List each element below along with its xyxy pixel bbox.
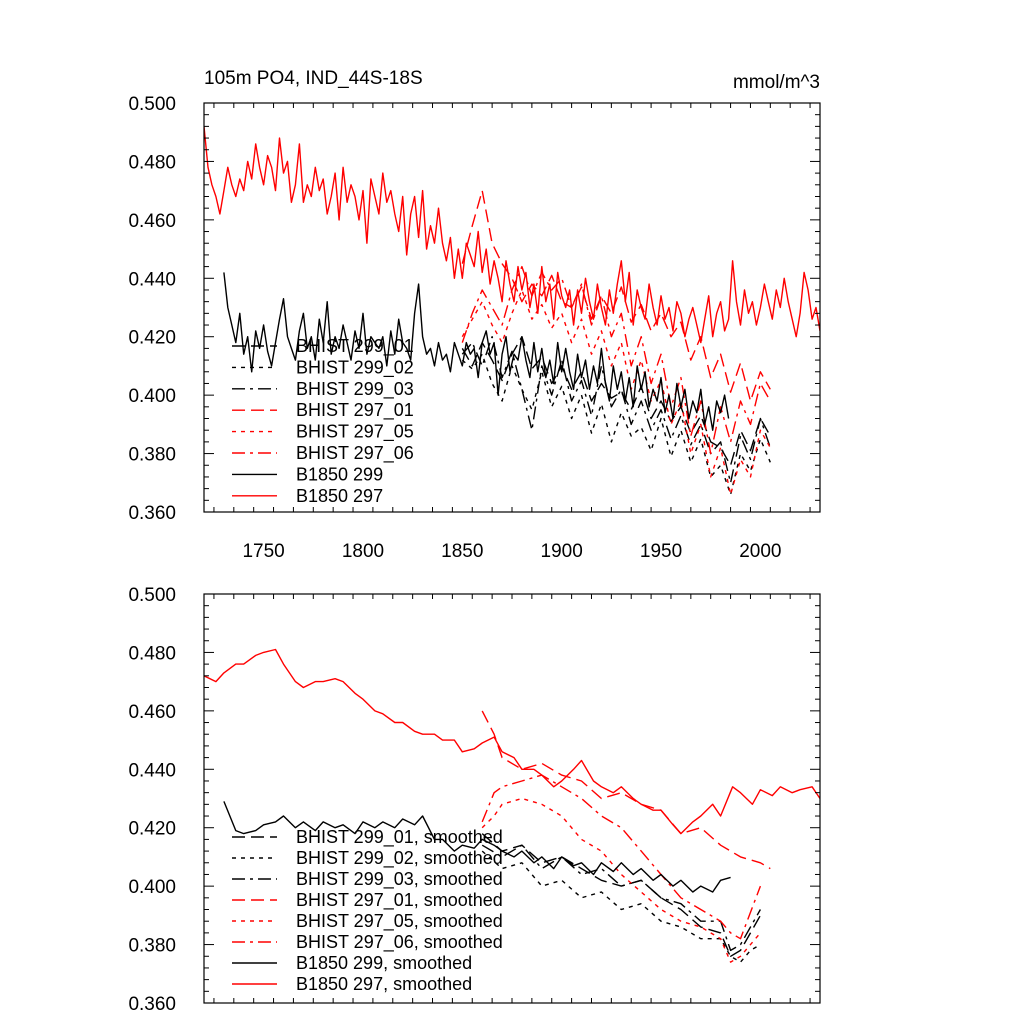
series-line-0: [461, 336, 771, 466]
y-tick-label: 0.420: [128, 819, 176, 840]
legend-label-0: BHIST 299_01, smoothed: [296, 827, 503, 848]
legend-label-1: BHIST 299_02: [296, 357, 414, 378]
series-line-5: [481, 774, 762, 940]
y-tick-label: 0.460: [128, 702, 176, 723]
y-tick-label: 0.500: [128, 94, 176, 115]
legend-label-6: B1850 299: [296, 464, 383, 484]
series-line-4: [461, 289, 771, 496]
y-tick-label: 0.380: [128, 445, 176, 466]
x-tick-label: 1800: [342, 541, 384, 562]
series-line-1: [481, 850, 761, 963]
legend-label-7: B1850 297: [296, 486, 383, 506]
y-tick-label: 0.360: [128, 503, 176, 524]
chart-units: mmol/m^3: [733, 72, 820, 93]
legend-label-4: BHIST 297_05, smoothed: [296, 911, 503, 932]
legend-label-5: BHIST 297_06, smoothed: [296, 932, 503, 953]
y-tick-label: 0.440: [128, 760, 176, 781]
x-tick-label: 1850: [441, 541, 483, 562]
legend-label-3: BHIST 297_01, smoothed: [296, 890, 503, 911]
legend-label-0: BHIST 299_01: [296, 336, 414, 357]
y-tick-label: 0.480: [128, 152, 176, 173]
y-tick-label: 0.400: [128, 877, 176, 898]
series-line-5: [461, 265, 771, 455]
legend-label-2: BHIST 299_03: [296, 379, 414, 400]
chart-title: 105m PO4, IND_44S-18S: [204, 68, 423, 89]
series-group: [204, 648, 820, 963]
series-line-4: [481, 797, 761, 963]
x-tick-label: 1900: [541, 541, 583, 562]
legend-label-5: BHIST 297_06: [296, 443, 414, 464]
series-line-7: [204, 126, 820, 344]
y-tick-label: 0.380: [128, 936, 176, 957]
y-tick-label: 0.360: [128, 994, 176, 1015]
legend-label-2: BHIST 299_03, smoothed: [296, 869, 503, 890]
legend-label-4: BHIST 297_05: [296, 422, 414, 443]
x-tick-label: 2000: [739, 541, 781, 562]
x-tick-label: 1950: [640, 541, 682, 562]
legend-label-6: B1850 299, smoothed: [296, 953, 472, 973]
legend-label-3: BHIST 297_01: [296, 400, 414, 421]
legend-label-1: BHIST 299_02, smoothed: [296, 848, 503, 869]
legend-label-7: B1850 297, smoothed: [296, 974, 472, 994]
series-line-2: [481, 844, 762, 952]
series-line-6: [223, 801, 731, 893]
bottom-panel: 0.360 0.380 0.400 0.420 0.440 0.460 0.480 0.500…: [128, 585, 821, 1015]
series-line-3: [481, 710, 771, 870]
series-line-3: [461, 189, 771, 402]
series-line-6: [223, 272, 730, 431]
y-tick-label: 0.440: [128, 269, 176, 290]
y-tick-label: 0.460: [128, 211, 176, 232]
top-panel: 0.360 0.380 0.400 0.420 0.440 0.460 0.480 0.500…: [128, 94, 821, 562]
series-group: [204, 126, 820, 496]
y-tick-label: 0.500: [128, 585, 176, 606]
series-line-7: [204, 648, 820, 835]
y-tick-label: 0.420: [128, 328, 176, 349]
y-tick-label: 0.400: [128, 386, 176, 407]
x-tick-label: 1750: [242, 541, 284, 562]
series-line-1: [461, 353, 771, 496]
y-tick-label: 0.480: [128, 643, 176, 664]
